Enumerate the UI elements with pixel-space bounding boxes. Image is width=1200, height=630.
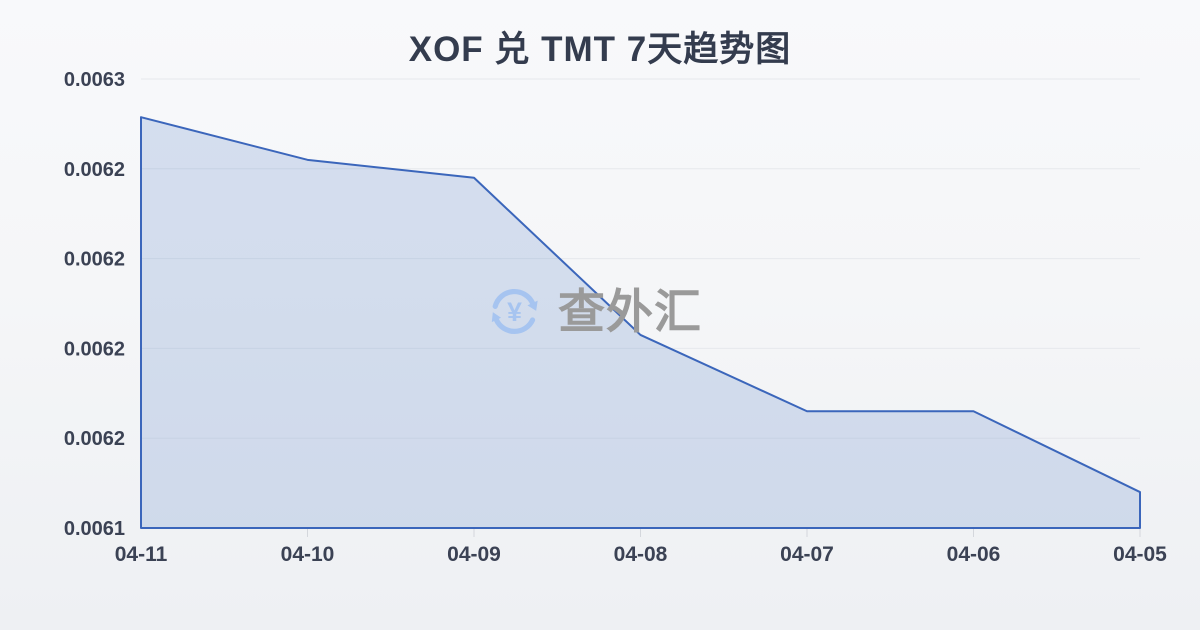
x-axis-tick-label: 04-11: [115, 543, 168, 566]
y-axis-tick-label: 0.0062: [64, 428, 125, 450]
y-axis-tick-label: 0.0063: [64, 69, 125, 91]
x-axis-tick-label: 04-06: [947, 543, 1001, 566]
x-axis-tick-label: 04-10: [281, 543, 335, 566]
x-axis-tick-label: 04-09: [447, 543, 501, 566]
x-axis-tick-label: 04-05: [1113, 543, 1167, 566]
y-axis-tick-label: 0.0061: [64, 518, 125, 540]
area-series: [140, 116, 1141, 529]
y-axis-tick-label: 0.0062: [64, 249, 125, 271]
x-axis-tick-label: 04-08: [614, 543, 668, 566]
chart-title: XOF 兑 TMT 7天趋势图: [408, 30, 792, 69]
x-axis-tick-label: 04-07: [780, 543, 834, 566]
y-axis-tick-label: 0.0062: [64, 159, 125, 181]
y-axis-tick-label: 0.0062: [64, 338, 125, 360]
